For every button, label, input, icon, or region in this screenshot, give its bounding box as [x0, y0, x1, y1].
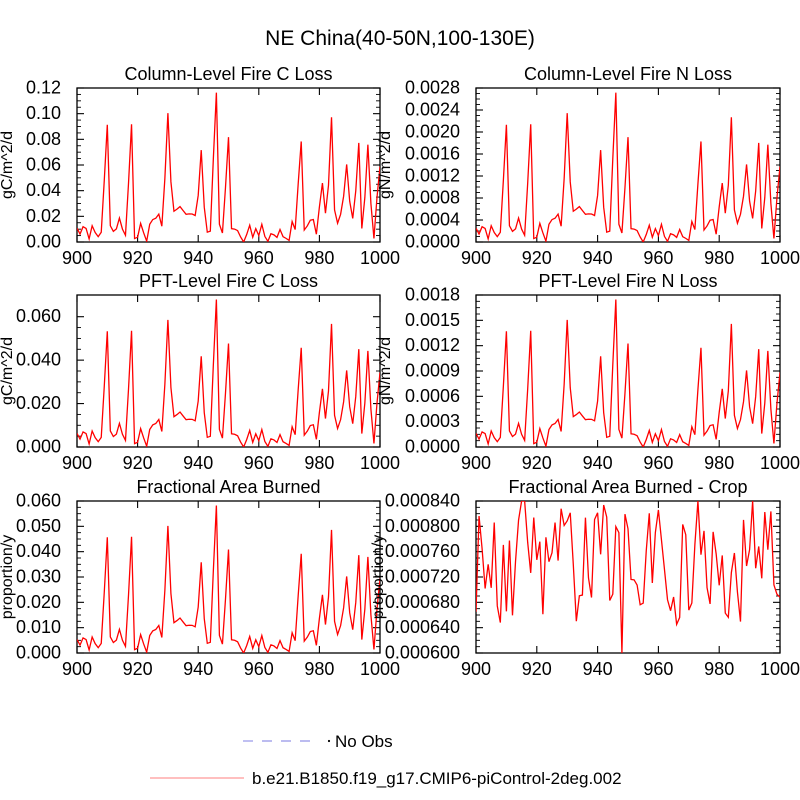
- svg-text:900: 900: [461, 453, 491, 473]
- svg-text:0.0016: 0.0016: [405, 144, 460, 164]
- svg-text:940: 940: [183, 453, 213, 473]
- svg-text:920: 920: [123, 248, 153, 268]
- svg-text:No Obs: No Obs: [335, 732, 393, 751]
- svg-text:0.000840: 0.000840: [385, 491, 460, 511]
- svg-text:940: 940: [583, 453, 613, 473]
- svg-text:0.0012: 0.0012: [405, 166, 460, 186]
- svg-text:980: 980: [304, 453, 334, 473]
- svg-text:900: 900: [62, 453, 92, 473]
- svg-text:1000: 1000: [360, 248, 400, 268]
- svg-text:0.030: 0.030: [16, 567, 61, 587]
- svg-text:0.0004: 0.0004: [405, 210, 460, 230]
- svg-text:0.06: 0.06: [26, 155, 61, 175]
- svg-text:900: 900: [62, 659, 92, 679]
- svg-text:940: 940: [183, 659, 213, 679]
- svg-text:900: 900: [461, 659, 491, 679]
- svg-text:0.02: 0.02: [26, 206, 61, 226]
- svg-text:940: 940: [583, 248, 613, 268]
- svg-text:940: 940: [183, 248, 213, 268]
- svg-text:920: 920: [522, 659, 552, 679]
- svg-text:Fractional Area Burned: Fractional Area Burned: [136, 477, 320, 497]
- svg-text:960: 960: [643, 248, 673, 268]
- svg-text:proportion/y: proportion/y: [370, 535, 387, 620]
- svg-text:0.0028: 0.0028: [405, 78, 460, 98]
- svg-text:0.0020: 0.0020: [405, 122, 460, 142]
- svg-text:0.10: 0.10: [26, 103, 61, 123]
- svg-text:Column-Level Fire N Loss: Column-Level Fire N Loss: [524, 64, 732, 84]
- svg-text:0.0024: 0.0024: [405, 100, 460, 120]
- svg-text:0.000: 0.000: [16, 437, 61, 457]
- svg-text:960: 960: [643, 453, 673, 473]
- svg-text:920: 920: [522, 248, 552, 268]
- svg-text:900: 900: [62, 248, 92, 268]
- svg-text:0.040: 0.040: [16, 350, 61, 370]
- svg-text:0.0006: 0.0006: [405, 386, 460, 406]
- svg-text:0.0003: 0.0003: [405, 411, 460, 431]
- svg-text:gC/m^2/d: gC/m^2/d: [0, 337, 16, 405]
- svg-text:0.0018: 0.0018: [405, 285, 460, 305]
- svg-text:0.020: 0.020: [16, 592, 61, 612]
- svg-text:980: 980: [704, 453, 734, 473]
- svg-text:b.e21.B1850.f19_g17.CMIP6-piCo: b.e21.B1850.f19_g17.CMIP6-piControl-2deg…: [252, 769, 622, 788]
- svg-text:PFT-Level Fire N Loss: PFT-Level Fire N Loss: [538, 271, 717, 291]
- svg-text:0.0000: 0.0000: [405, 437, 460, 457]
- svg-text:0.12: 0.12: [26, 78, 61, 98]
- svg-text:900: 900: [461, 248, 491, 268]
- svg-text:0.060: 0.060: [16, 491, 61, 511]
- svg-text:Fractional Area Burned - Crop: Fractional Area Burned - Crop: [508, 477, 747, 497]
- svg-text:1000: 1000: [760, 659, 800, 679]
- svg-text:0.000640: 0.000640: [385, 617, 460, 637]
- svg-text:0.000800: 0.000800: [385, 516, 460, 536]
- svg-text:960: 960: [244, 659, 274, 679]
- svg-text:PFT-Level Fire C Loss: PFT-Level Fire C Loss: [139, 271, 318, 291]
- svg-text:0.0015: 0.0015: [405, 310, 460, 330]
- svg-text:960: 960: [244, 248, 274, 268]
- svg-text:0.000: 0.000: [16, 643, 61, 663]
- svg-text:0.020: 0.020: [16, 393, 61, 413]
- svg-text:980: 980: [304, 248, 334, 268]
- svg-text:0.040: 0.040: [16, 541, 61, 561]
- svg-text:980: 980: [704, 248, 734, 268]
- svg-text:1000: 1000: [360, 453, 400, 473]
- svg-text:1000: 1000: [760, 248, 800, 268]
- svg-text:1000: 1000: [760, 453, 800, 473]
- svg-text:0.060: 0.060: [16, 306, 61, 326]
- svg-text:960: 960: [244, 453, 274, 473]
- svg-text:0.050: 0.050: [16, 516, 61, 536]
- svg-text:0.08: 0.08: [26, 129, 61, 149]
- svg-text:960: 960: [643, 659, 673, 679]
- svg-text:920: 920: [123, 453, 153, 473]
- svg-text:920: 920: [522, 453, 552, 473]
- svg-text:0.0009: 0.0009: [405, 361, 460, 381]
- svg-text:940: 940: [583, 659, 613, 679]
- svg-text:0.0012: 0.0012: [405, 335, 460, 355]
- svg-text:0.0000: 0.0000: [405, 232, 460, 252]
- svg-text:0.000680: 0.000680: [385, 592, 460, 612]
- svg-text:0.010: 0.010: [16, 617, 61, 637]
- svg-text:0.00: 0.00: [26, 232, 61, 252]
- svg-text:0.000600: 0.000600: [385, 643, 460, 663]
- svg-text:980: 980: [304, 659, 334, 679]
- svg-text:0.000720: 0.000720: [385, 567, 460, 587]
- svg-text:gN/m^2/d: gN/m^2/d: [377, 131, 394, 199]
- svg-text:920: 920: [123, 659, 153, 679]
- svg-text:0.0008: 0.0008: [405, 188, 460, 208]
- svg-text:0.000760: 0.000760: [385, 541, 460, 561]
- svg-text:proportion/y: proportion/y: [0, 535, 16, 620]
- svg-text:gC/m^2/d: gC/m^2/d: [0, 131, 16, 199]
- svg-text:980: 980: [704, 659, 734, 679]
- svg-text:gN/m^2/d: gN/m^2/d: [377, 337, 394, 405]
- svg-text:Column-Level Fire C Loss: Column-Level Fire C Loss: [124, 64, 332, 84]
- svg-text:0.04: 0.04: [26, 180, 61, 200]
